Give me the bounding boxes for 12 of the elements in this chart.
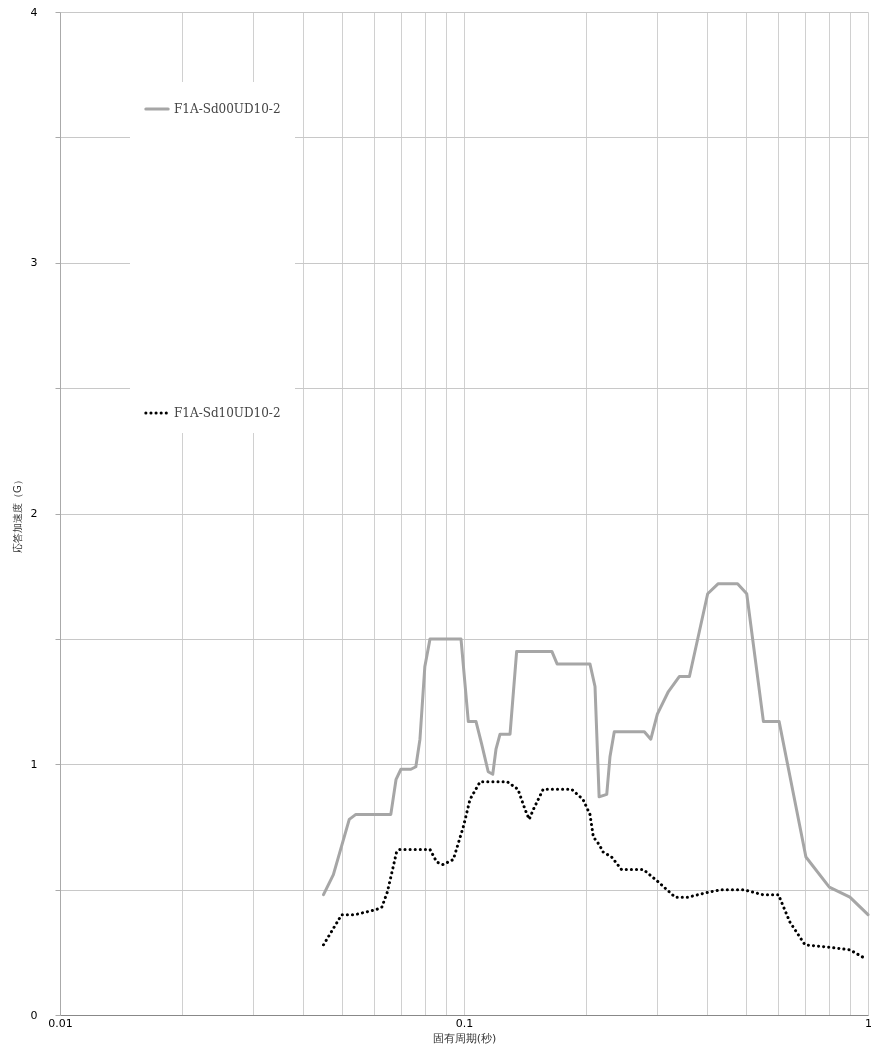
y-tick-label: 2 [30, 507, 38, 520]
x-tick-label: 0.01 [48, 1016, 73, 1030]
y-axis-title: 応答加速度（G） [11, 475, 23, 553]
x-tick-label: 0.1 [455, 1016, 474, 1030]
y-tick-label: 1 [30, 757, 38, 771]
y-tick-label: 4 [30, 5, 38, 19]
legend-label: F1A-Sd10UD10-2 [174, 406, 281, 420]
y-tick-label: 3 [30, 256, 38, 270]
x-tick-label: 1 [865, 1016, 872, 1030]
legend-label: F1A-Sd00UD10-2 [174, 102, 281, 116]
x-axis-title: 固有周期(秒) [432, 1031, 497, 1045]
y-tick-label: 0 [30, 1008, 38, 1022]
